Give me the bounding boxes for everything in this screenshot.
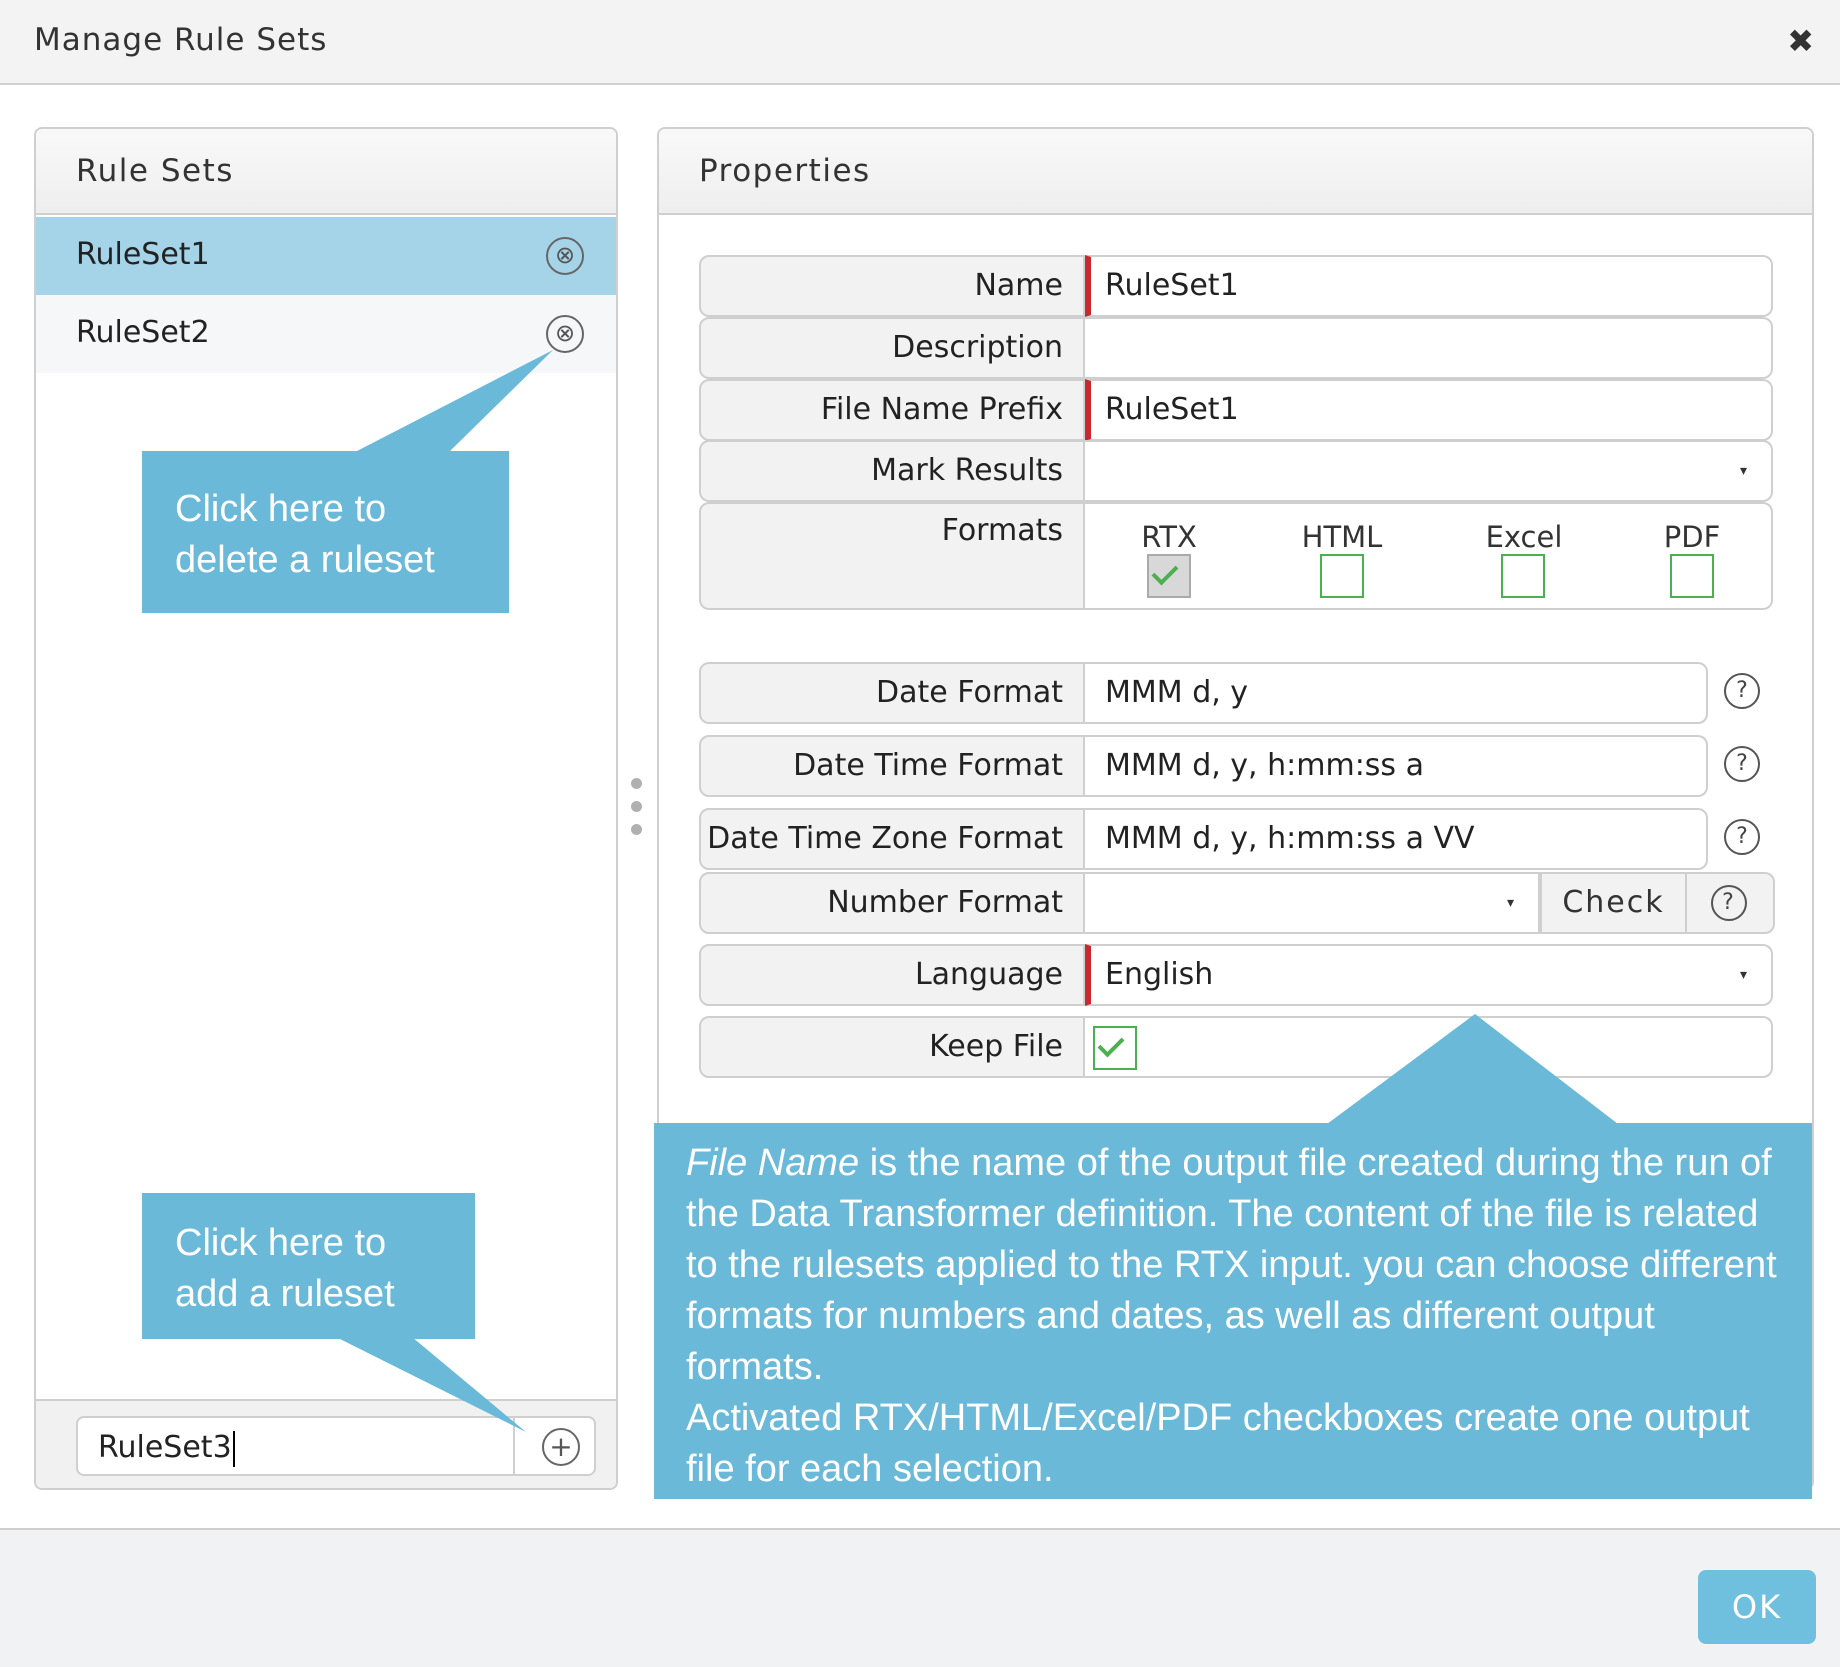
language-value: English	[1105, 957, 1214, 992]
name-label: Name	[699, 255, 1085, 317]
date-time-zone-format-help-icon[interactable]: ?	[1724, 819, 1760, 855]
format-rtx-label: RTX	[1141, 520, 1197, 554]
chevron-down-icon: ▾	[1506, 895, 1514, 911]
language-label: Language	[699, 944, 1085, 1006]
keep-file-label: Keep File	[699, 1016, 1085, 1078]
mark-results-select[interactable]: ▾	[1085, 440, 1773, 502]
date-time-format-help-icon[interactable]: ?	[1724, 746, 1760, 782]
chevron-down-icon: ▾	[1739, 463, 1747, 479]
new-ruleset-value: RuleSet3	[98, 1430, 232, 1465]
date-time-zone-format-input[interactable]: MMM d, y, h:mm:ss a VV	[1085, 808, 1708, 870]
dialog-titlebar: Manage Rule Sets ✖	[0, 0, 1840, 85]
date-time-format-label: Date Time Format	[699, 735, 1085, 797]
check-number-format-button[interactable]: Check	[1540, 872, 1687, 934]
callout-line: Click here to	[175, 1222, 387, 1264]
rule-sets-header: Rule Sets	[36, 129, 616, 215]
format-excel-label: Excel	[1485, 520, 1563, 554]
info-emphasis: File Name	[686, 1142, 860, 1184]
splitter-dot	[631, 824, 642, 835]
properties-header: Properties	[659, 129, 1812, 215]
format-pdf-checkbox[interactable]	[1670, 554, 1714, 598]
language-select[interactable]: English ▾	[1085, 944, 1773, 1006]
ruleset-item-1[interactable]: RuleSet1 ⊗	[36, 217, 616, 295]
callout-line: Click here to	[175, 488, 387, 530]
delete-callout-pointer	[355, 350, 553, 452]
new-ruleset-input[interactable]: RuleSet3	[98, 1430, 235, 1467]
panel-splitter-handle[interactable]	[631, 778, 643, 847]
delete-ruleset-icon[interactable]: ⊗	[546, 315, 584, 353]
ruleset-item-label: RuleSet1	[76, 237, 210, 272]
add-ruleset-box: RuleSet3 +	[76, 1416, 596, 1476]
splitter-dot	[631, 801, 642, 812]
add-ruleset-icon[interactable]: +	[542, 1428, 580, 1466]
number-format-label: Number Format	[699, 872, 1085, 934]
format-html-checkbox[interactable]	[1320, 554, 1364, 598]
callout-line: add a ruleset	[175, 1273, 395, 1315]
info-paragraph-1: File Name is the name of the output file…	[686, 1138, 1792, 1393]
divider	[513, 1418, 515, 1474]
number-format-help-button[interactable]: ?	[1687, 872, 1775, 934]
delete-ruleset-callout: Click here to delete a ruleset	[142, 451, 509, 613]
rule-sets-title: Rule Sets	[76, 153, 234, 189]
date-time-format-input[interactable]: MMM d, y, h:mm:ss a	[1085, 735, 1708, 797]
close-icon[interactable]: ✖	[1787, 22, 1814, 60]
description-label: Description	[699, 317, 1085, 379]
file-name-prefix-label: File Name Prefix	[699, 379, 1085, 441]
date-format-help-icon[interactable]: ?	[1724, 673, 1760, 709]
file-name-prefix-input[interactable]: RuleSet1	[1085, 379, 1773, 441]
info-callout-pointer	[1327, 1014, 1618, 1124]
formats-group: RTX HTML Excel PDF	[1085, 502, 1773, 610]
text-caret	[232, 1430, 235, 1467]
number-format-select[interactable]: ▾	[1085, 872, 1540, 934]
delete-ruleset-icon[interactable]: ⊗	[546, 237, 584, 275]
date-time-zone-format-label: Date Time Zone Format	[699, 808, 1085, 870]
dialog-title: Manage Rule Sets	[34, 22, 328, 58]
format-html-label: HTML	[1301, 520, 1383, 554]
keep-file-checkbox[interactable]	[1093, 1026, 1137, 1070]
format-rtx-checkbox[interactable]	[1147, 554, 1191, 598]
dialog-footer: OK	[0, 1528, 1840, 1667]
add-callout-pointer	[336, 1337, 526, 1432]
info-paragraph-2: Activated RTX/HTML/Excel/PDF checkboxes …	[686, 1397, 1750, 1490]
help-icon: ?	[1711, 885, 1747, 921]
add-ruleset-callout: Click here to add a ruleset	[142, 1193, 475, 1339]
format-pdf-label: PDF	[1663, 520, 1721, 554]
chevron-down-icon: ▾	[1739, 967, 1747, 983]
properties-title: Properties	[699, 153, 871, 189]
ok-button[interactable]: OK	[1698, 1570, 1816, 1644]
description-input[interactable]	[1085, 317, 1773, 379]
formats-label: Formats	[699, 502, 1085, 610]
format-excel-checkbox[interactable]	[1501, 554, 1545, 598]
name-input[interactable]: RuleSet1	[1085, 255, 1773, 317]
ruleset-item-2[interactable]: RuleSet2 ⊗	[36, 295, 616, 373]
info-text-1: is the name of the output file created d…	[686, 1142, 1777, 1388]
date-format-input[interactable]: MMM d, y	[1085, 662, 1708, 724]
ruleset-item-label: RuleSet2	[76, 315, 210, 350]
date-format-label: Date Format	[699, 662, 1085, 724]
file-name-info-callout: File Name is the name of the output file…	[654, 1123, 1812, 1499]
mark-results-label: Mark Results	[699, 440, 1085, 502]
add-ruleset-bar: RuleSet3 +	[36, 1399, 616, 1488]
callout-line: delete a ruleset	[175, 539, 435, 581]
splitter-dot	[631, 778, 642, 789]
